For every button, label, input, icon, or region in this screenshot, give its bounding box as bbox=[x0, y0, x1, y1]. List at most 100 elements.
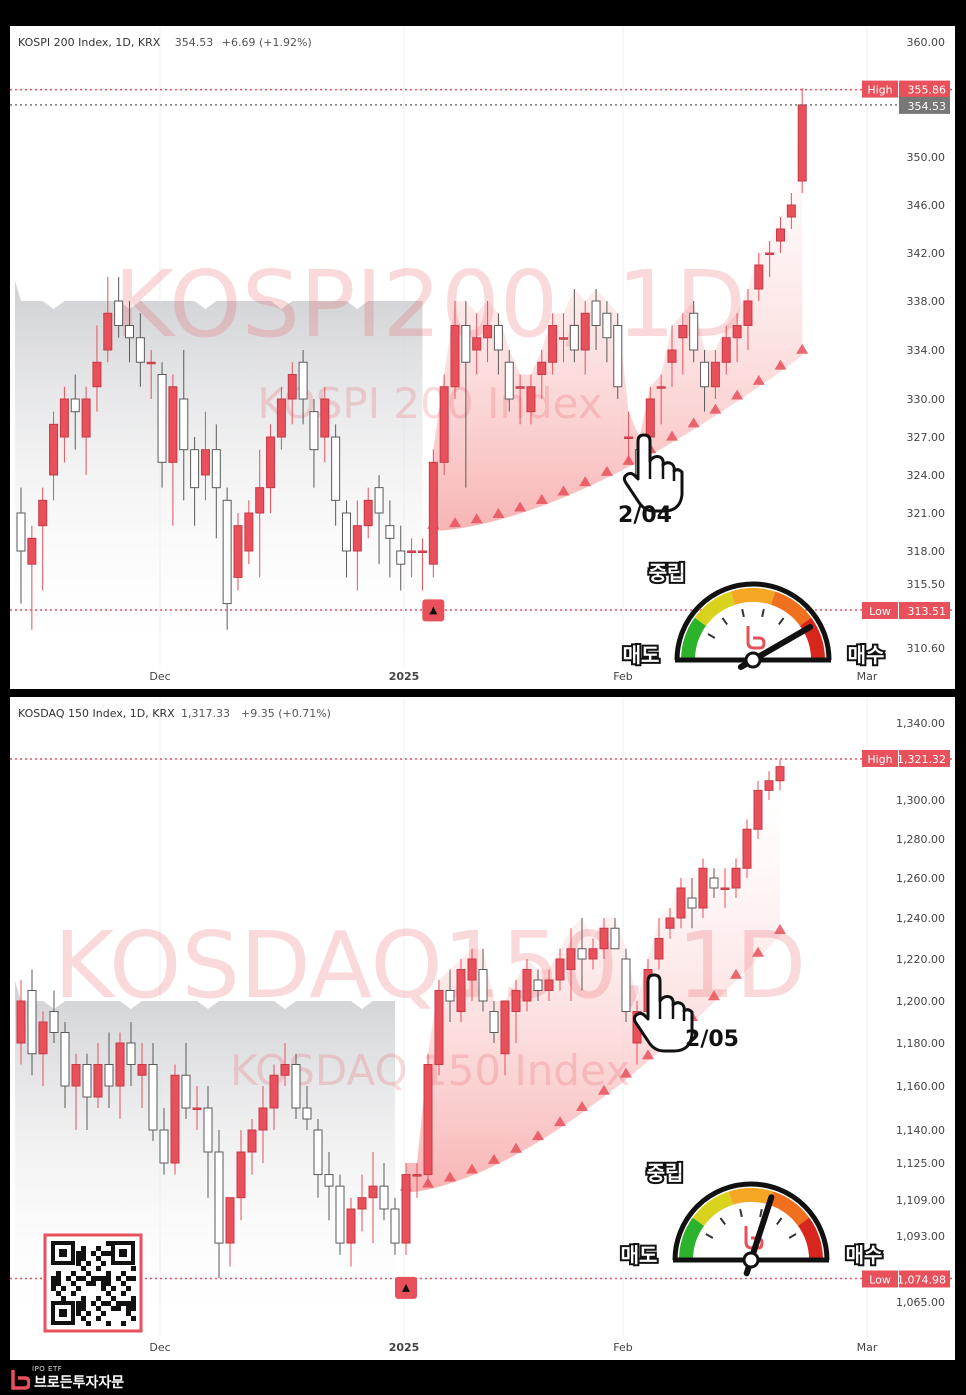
candle-body bbox=[483, 325, 493, 339]
qr-finder-center bbox=[119, 1249, 127, 1257]
candle-body bbox=[588, 948, 598, 960]
qr-module bbox=[121, 1271, 126, 1276]
gauge-tick bbox=[788, 1233, 797, 1239]
trail-marker bbox=[752, 374, 765, 385]
candle-body bbox=[125, 325, 134, 339]
qr-module bbox=[61, 1286, 66, 1291]
x-tick-label: Mar bbox=[857, 1341, 878, 1354]
qr-module bbox=[56, 1276, 61, 1281]
candle-body bbox=[731, 867, 741, 889]
candle-body bbox=[775, 766, 785, 782]
candle-body bbox=[678, 325, 688, 339]
y-tick-label: 1,340.00 bbox=[896, 717, 945, 730]
high-tag bbox=[862, 749, 898, 767]
qr-module bbox=[81, 1256, 86, 1261]
low-tag-label: Low bbox=[869, 605, 891, 618]
candle-body bbox=[569, 325, 579, 351]
candle-body bbox=[423, 1064, 433, 1176]
gauge-neutral-label: 중립 bbox=[647, 1161, 684, 1185]
qr-module bbox=[86, 1321, 91, 1326]
candle-body bbox=[276, 398, 286, 438]
x-tick-label: Feb bbox=[613, 1341, 632, 1354]
trail-marker bbox=[620, 1067, 632, 1078]
gauge-segment bbox=[728, 1188, 774, 1205]
last-value-tag bbox=[899, 96, 950, 114]
candle-body bbox=[255, 487, 265, 514]
low-tag bbox=[862, 1270, 898, 1288]
candle-body bbox=[309, 411, 319, 451]
chart-title: KOSDAQ 150 Index, 1D, KRX bbox=[18, 707, 175, 720]
x-tick-label: 2025 bbox=[389, 670, 420, 683]
y-tick-label: 1,140.00 bbox=[896, 1124, 945, 1137]
brand-logo: IPO ETF 브로든투자자문 bbox=[10, 1365, 124, 1392]
qr-module bbox=[96, 1306, 101, 1311]
candle-body bbox=[148, 1064, 158, 1131]
low-value-label: 1,074.98 bbox=[897, 1273, 946, 1286]
pointing-hand-icon bbox=[622, 433, 684, 513]
y-tick-label: 1,260.00 bbox=[896, 872, 945, 885]
candle-body bbox=[776, 228, 785, 242]
candle-body bbox=[537, 361, 547, 375]
candle-body bbox=[168, 386, 178, 463]
y-tick-label: 1,180.00 bbox=[896, 1037, 945, 1050]
candle-body bbox=[401, 1174, 411, 1244]
gauge-hub bbox=[744, 651, 762, 669]
qr-module bbox=[96, 1256, 101, 1261]
y-tick-label: 338.00 bbox=[907, 295, 946, 308]
trail-marker bbox=[444, 1171, 456, 1182]
candle-body bbox=[396, 550, 406, 565]
qr-module bbox=[106, 1241, 111, 1246]
trail-marker bbox=[774, 924, 786, 934]
qr-module bbox=[96, 1296, 101, 1301]
candle-body bbox=[515, 386, 525, 389]
candle-body bbox=[16, 512, 26, 552]
candle-body bbox=[764, 780, 774, 791]
candle-body bbox=[676, 887, 686, 919]
candle-body bbox=[732, 325, 742, 339]
gauge-segment bbox=[797, 1217, 823, 1260]
trail-marker bbox=[449, 517, 461, 528]
candle-body bbox=[450, 325, 460, 388]
qr-module bbox=[76, 1286, 81, 1291]
y-tick-label: 321.00 bbox=[907, 507, 946, 520]
qr-module bbox=[51, 1286, 56, 1291]
gauge-logo-icon bbox=[746, 626, 766, 650]
trail-marker bbox=[466, 1163, 478, 1174]
high-tag bbox=[862, 80, 898, 98]
gauge-segment bbox=[694, 591, 736, 626]
qr-module bbox=[96, 1316, 101, 1321]
qr-module bbox=[101, 1311, 106, 1316]
trail-marker bbox=[642, 1049, 654, 1060]
candle-body bbox=[721, 337, 731, 363]
gauge-face bbox=[693, 1202, 809, 1260]
candle-body bbox=[602, 312, 612, 339]
high-value-label: 1,321.32 bbox=[897, 753, 946, 766]
qr-module bbox=[56, 1281, 61, 1286]
gauge-hub bbox=[742, 1251, 760, 1269]
qr-module bbox=[126, 1301, 131, 1306]
y-tick-label: 1,280.00 bbox=[896, 833, 945, 846]
last-value-label: 354.53 bbox=[908, 100, 947, 113]
y-tick-label: 342.00 bbox=[907, 247, 946, 260]
candle-body bbox=[59, 398, 69, 438]
qr-module bbox=[71, 1271, 76, 1276]
candle-body bbox=[203, 1107, 213, 1153]
candle-body bbox=[417, 550, 427, 553]
candle-body bbox=[27, 537, 37, 565]
candle-body bbox=[720, 887, 730, 890]
candle-body bbox=[559, 337, 568, 340]
qr-module bbox=[81, 1296, 86, 1301]
candle-body bbox=[135, 337, 145, 363]
candle-body bbox=[467, 958, 477, 981]
qr-module bbox=[76, 1256, 81, 1261]
qr-module bbox=[126, 1311, 131, 1316]
last-price: 354.53 bbox=[175, 36, 214, 49]
qr-module bbox=[76, 1251, 81, 1256]
trail-marker bbox=[598, 1084, 610, 1095]
candle-body bbox=[577, 948, 587, 960]
high-tag-label: High bbox=[867, 753, 892, 766]
qr-module bbox=[81, 1301, 86, 1306]
pointing-hand-icon bbox=[632, 973, 694, 1053]
qr-module bbox=[96, 1276, 101, 1281]
qr-module bbox=[81, 1306, 86, 1311]
